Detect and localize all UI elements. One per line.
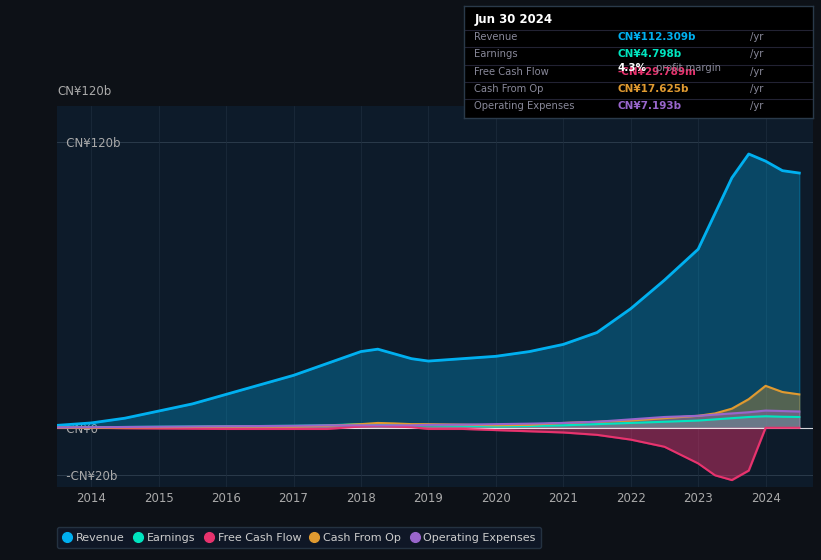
Text: CN¥112.309b: CN¥112.309b [617,32,696,43]
Legend: Revenue, Earnings, Free Cash Flow, Cash From Op, Operating Expenses: Revenue, Earnings, Free Cash Flow, Cash … [57,527,541,548]
Text: /yr: /yr [750,101,764,111]
Text: CN¥4.798b: CN¥4.798b [617,49,681,59]
Text: /yr: /yr [750,84,764,94]
Text: Cash From Op: Cash From Op [475,84,544,94]
Text: Earnings: Earnings [475,49,518,59]
Text: /yr: /yr [750,67,764,77]
Text: /yr: /yr [750,32,764,43]
Text: 4.3%: 4.3% [617,63,646,73]
Text: profit margin: profit margin [656,63,721,73]
Text: CN¥17.625b: CN¥17.625b [617,84,689,94]
Text: CN¥120b: CN¥120b [57,85,112,98]
Text: CN¥7.193b: CN¥7.193b [617,101,681,111]
Text: Operating Expenses: Operating Expenses [475,101,575,111]
Text: -CN¥29.789m: -CN¥29.789m [617,67,696,77]
Text: /yr: /yr [750,49,764,59]
Text: Free Cash Flow: Free Cash Flow [475,67,549,77]
Text: Revenue: Revenue [475,32,518,43]
Text: Jun 30 2024: Jun 30 2024 [475,13,553,26]
